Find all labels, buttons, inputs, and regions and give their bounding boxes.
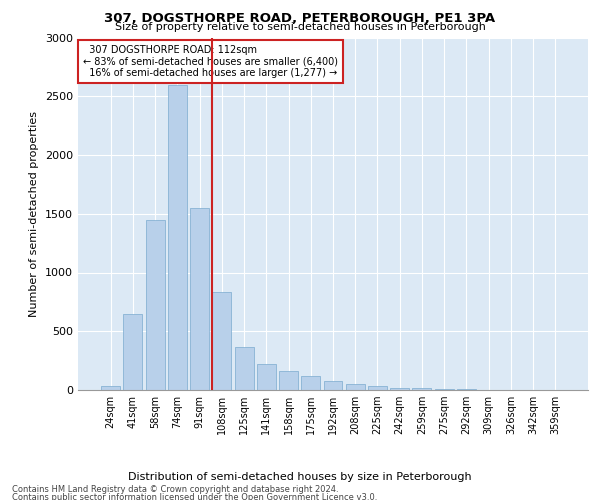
Bar — [323, 380, 343, 390]
Bar — [257, 364, 276, 390]
Text: Contains public sector information licensed under the Open Government Licence v3: Contains public sector information licen… — [12, 492, 377, 500]
Bar — [412, 388, 431, 390]
Bar — [279, 371, 298, 390]
Bar — [235, 346, 254, 390]
Bar — [301, 376, 320, 390]
Text: 307 DOGSTHORPE ROAD: 112sqm
← 83% of semi-detached houses are smaller (6,400)
  : 307 DOGSTHORPE ROAD: 112sqm ← 83% of sem… — [83, 44, 338, 78]
Bar — [168, 84, 187, 390]
Bar — [146, 220, 164, 390]
Text: Size of property relative to semi-detached houses in Peterborough: Size of property relative to semi-detach… — [115, 22, 485, 32]
Bar — [101, 386, 120, 390]
Text: Contains HM Land Registry data © Crown copyright and database right 2024.: Contains HM Land Registry data © Crown c… — [12, 485, 338, 494]
Text: Distribution of semi-detached houses by size in Peterborough: Distribution of semi-detached houses by … — [128, 472, 472, 482]
Bar — [190, 208, 209, 390]
Bar — [368, 386, 387, 390]
Text: 307, DOGSTHORPE ROAD, PETERBOROUGH, PE1 3PA: 307, DOGSTHORPE ROAD, PETERBOROUGH, PE1 … — [104, 12, 496, 26]
Bar — [212, 292, 231, 390]
Bar — [435, 389, 454, 390]
Bar — [390, 388, 409, 390]
Y-axis label: Number of semi-detached properties: Number of semi-detached properties — [29, 111, 40, 317]
Bar — [346, 384, 365, 390]
Bar — [124, 314, 142, 390]
